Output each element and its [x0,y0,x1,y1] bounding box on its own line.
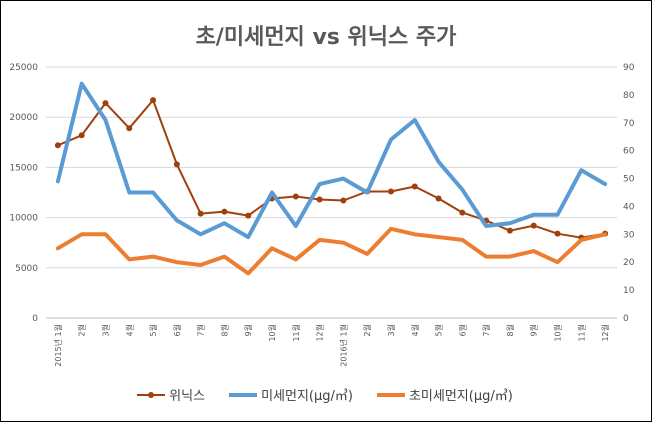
data-point-0 [245,212,252,219]
y-right-tick-label: 70 [623,119,635,129]
x-tick-label: 11월 [291,324,301,342]
data-point-0 [173,161,180,168]
x-tick-label: 3월 [386,324,396,336]
data-point-0 [387,188,394,195]
x-tick-label: 6월 [172,324,182,336]
data-point-0 [340,197,347,204]
data-point-0 [554,230,561,237]
y-left-tick-label: 25000 [9,63,38,73]
x-tick-label: 12월 [600,324,610,342]
data-point-0 [506,227,513,234]
series-line-1 [55,81,608,240]
x-tick-label: 7월 [481,324,491,336]
y-left-tick-label: 15000 [9,163,38,173]
legend-swatch-winix [137,391,166,398]
data-point-0 [126,125,133,132]
y-right-tick-label: 80 [623,91,635,101]
chart-title: 초/미세먼지 vs 위닉스 주가 [195,25,457,50]
x-tick-label: 5월 [148,324,158,336]
x-tick-label: 8월 [219,324,229,336]
data-point-0 [316,196,323,203]
x-tick-label: 9월 [529,324,539,336]
x-tick-label: 3월 [100,324,110,336]
data-point-0 [411,183,418,190]
x-tick-label: 2월 [362,324,372,336]
y-right-tick-label: 50 [623,175,635,185]
y-left-tick-label: 10000 [9,214,38,224]
legend-label-pm10: 미세먼지(μg/㎥) [261,389,353,404]
chart-legend: 위닉스 미세먼지(μg/㎥) 초미세먼지(μg/㎥) [0,385,650,404]
data-point-0 [150,97,157,104]
x-tick-label: 2016년 1월 [338,324,348,367]
data-point-0 [435,195,442,202]
x-tick-label: 2015년 1월 [53,324,63,367]
legend-item-winix: 위닉스 [137,385,205,404]
y-right-tick-label: 40 [623,202,635,212]
x-tick-label: 4월 [410,324,420,336]
legend-label-winix: 위닉스 [169,389,206,404]
x-tick-label: 5월 [434,324,444,336]
y-right-tick-label: 10 [623,286,635,296]
x-tick-label: 2월 [77,324,87,336]
legend-swatch-pm25 [376,392,405,397]
y-right-tick-label: 20 [623,258,635,268]
x-tick-label: 10월 [267,324,277,342]
x-tick-label: 7월 [196,324,206,336]
x-tick-label: 11월 [576,324,586,342]
data-point-0 [54,142,61,149]
x-tick-label: 9월 [243,324,253,336]
x-tick-label: 10월 [553,324,563,342]
y-left-tick-label: 20000 [9,113,38,123]
data-point-0 [78,132,85,139]
x-tick-label: 8월 [505,324,515,336]
y-right-tick-label: 0 [623,314,629,324]
series-line-2 [55,226,608,276]
y-left-tick-label: 5000 [15,264,38,274]
x-tick-label: 12월 [315,324,325,342]
legend-label-pm25: 초미세먼지(μg/㎥) [408,389,513,404]
data-point-0 [197,210,204,217]
legend-item-pm10: 미세먼지(μg/㎥) [229,385,353,404]
x-tick-label: 6월 [457,324,467,336]
x-tick-label: 4월 [124,324,134,336]
y-left-tick-label: 0 [32,314,38,324]
data-point-0 [459,209,466,216]
legend-swatch-pm10 [229,392,258,397]
data-point-0 [221,208,228,215]
legend-item-pm25: 초미세먼지(μg/㎥) [376,385,513,404]
y-right-tick-label: 90 [623,63,635,73]
data-point-0 [292,193,299,200]
y-right-tick-label: 30 [623,230,635,240]
series-line-0 [56,99,607,239]
data-point-0 [102,100,109,107]
data-point-0 [530,222,537,229]
y-right-tick-label: 60 [623,147,635,157]
